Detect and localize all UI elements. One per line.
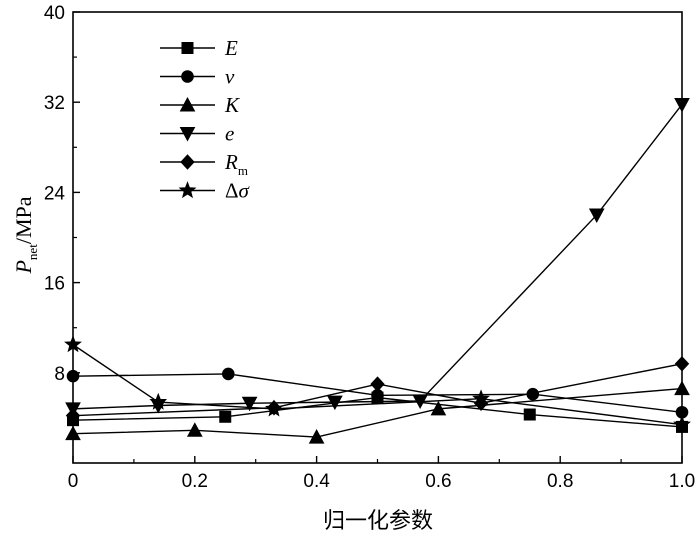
y-tick-label: 16 bbox=[44, 274, 65, 295]
legend-marker bbox=[178, 181, 197, 199]
tick-labels: 0 0.2 0.4 0.6 0.8 1.0 8 16 24 32 40 bbox=[44, 3, 695, 492]
legend-label: e bbox=[225, 122, 234, 146]
legend-marker bbox=[181, 42, 194, 54]
data-point bbox=[65, 425, 81, 441]
data-point bbox=[673, 415, 691, 433]
legend-marker bbox=[179, 127, 196, 142]
legend-label: E bbox=[224, 36, 238, 60]
x-tick-label: 1.0 bbox=[669, 471, 695, 492]
data-point bbox=[265, 399, 283, 417]
y-tick-label: 24 bbox=[44, 183, 66, 204]
series-line bbox=[72, 104, 683, 410]
series-star bbox=[64, 335, 691, 433]
data-point bbox=[308, 429, 325, 444]
legend-label: Rm bbox=[224, 150, 248, 178]
legend-label: ν bbox=[225, 65, 235, 89]
y-axis-title-symbol: P bbox=[11, 260, 36, 274]
data-point bbox=[65, 407, 81, 424]
x-tick-label: 0.4 bbox=[303, 471, 330, 492]
series-triangle-down bbox=[65, 97, 690, 417]
y-tick-label: 32 bbox=[44, 93, 65, 114]
data-point bbox=[64, 335, 82, 353]
legend-label: K bbox=[224, 93, 240, 117]
legend-item: ν bbox=[160, 65, 235, 89]
x-tick-label: 0 bbox=[68, 471, 79, 492]
data-point bbox=[588, 208, 605, 224]
y-axis-title-unit: /MPa bbox=[11, 196, 36, 244]
series-group bbox=[64, 97, 691, 444]
series-triangle-up bbox=[65, 380, 690, 444]
data-point bbox=[370, 376, 385, 392]
data-point bbox=[327, 395, 343, 411]
data-point bbox=[66, 369, 80, 383]
legend-item: Rm bbox=[160, 150, 248, 178]
data-point bbox=[674, 97, 690, 113]
legend-item: E bbox=[160, 36, 238, 60]
data-point bbox=[186, 422, 203, 437]
data-point bbox=[523, 408, 536, 421]
y-axis-title-subscript: net bbox=[25, 244, 40, 260]
y-tick-label: 40 bbox=[44, 3, 65, 24]
legend-item: K bbox=[160, 93, 240, 117]
legend-marker bbox=[179, 96, 196, 112]
x-tick-label: 0.6 bbox=[425, 471, 451, 492]
data-point bbox=[472, 389, 490, 407]
data-point bbox=[219, 410, 232, 423]
legend-marker bbox=[180, 154, 195, 170]
data-point bbox=[221, 367, 235, 381]
x-tick-label: 0.8 bbox=[547, 471, 573, 492]
data-point bbox=[674, 356, 690, 372]
legend-item: Δσ bbox=[160, 179, 251, 203]
legend-item: e bbox=[160, 122, 234, 146]
data-point bbox=[430, 400, 447, 416]
data-point bbox=[149, 392, 168, 410]
x-tick-label: 0.2 bbox=[182, 471, 208, 492]
data-point bbox=[674, 380, 690, 396]
x-axis-title: 归一化参数 bbox=[323, 508, 433, 533]
series-circle bbox=[66, 367, 689, 419]
legend-marker bbox=[181, 70, 194, 83]
legend-label: Δσ bbox=[225, 179, 251, 203]
y-tick-label: 8 bbox=[54, 364, 65, 385]
data-point bbox=[241, 396, 258, 412]
y-axis-title: Pnet/MPa bbox=[11, 196, 40, 274]
